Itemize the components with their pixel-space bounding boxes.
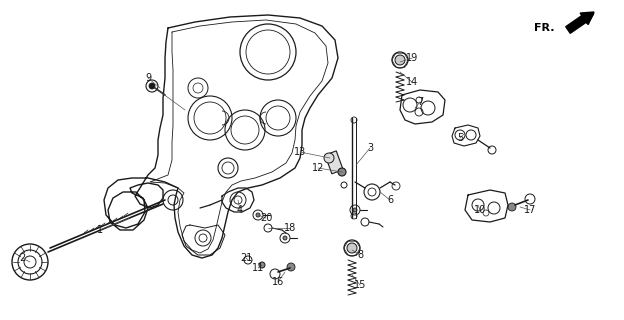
Text: 13: 13: [294, 147, 306, 157]
Text: 2: 2: [19, 253, 25, 263]
Text: 15: 15: [354, 280, 366, 290]
Text: 9: 9: [145, 73, 151, 83]
Text: 10: 10: [474, 205, 486, 215]
Text: 17: 17: [524, 205, 536, 215]
Circle shape: [149, 83, 155, 89]
Circle shape: [256, 213, 260, 217]
Text: FR.: FR.: [535, 23, 555, 33]
Circle shape: [259, 262, 265, 268]
Text: 19: 19: [406, 53, 418, 63]
Circle shape: [287, 263, 295, 271]
Circle shape: [283, 236, 287, 240]
Text: 6: 6: [387, 195, 393, 205]
Text: 16: 16: [272, 277, 284, 287]
Text: 8: 8: [357, 250, 363, 260]
Text: 12: 12: [312, 163, 324, 173]
FancyArrow shape: [566, 12, 594, 33]
Text: 5: 5: [457, 133, 463, 143]
Text: 4: 4: [237, 205, 243, 215]
Text: 21: 21: [240, 253, 252, 263]
Text: 18: 18: [284, 223, 296, 233]
Circle shape: [395, 55, 405, 65]
Text: 7: 7: [417, 97, 423, 107]
Circle shape: [324, 153, 334, 163]
Text: 11: 11: [252, 263, 264, 273]
Circle shape: [338, 168, 346, 176]
Text: 1: 1: [97, 225, 103, 235]
Circle shape: [353, 208, 357, 212]
Text: 3: 3: [367, 143, 373, 153]
Bar: [325, 151, 343, 174]
Circle shape: [508, 203, 516, 211]
Text: 20: 20: [260, 213, 272, 223]
Circle shape: [347, 243, 357, 253]
Text: 14: 14: [406, 77, 418, 87]
